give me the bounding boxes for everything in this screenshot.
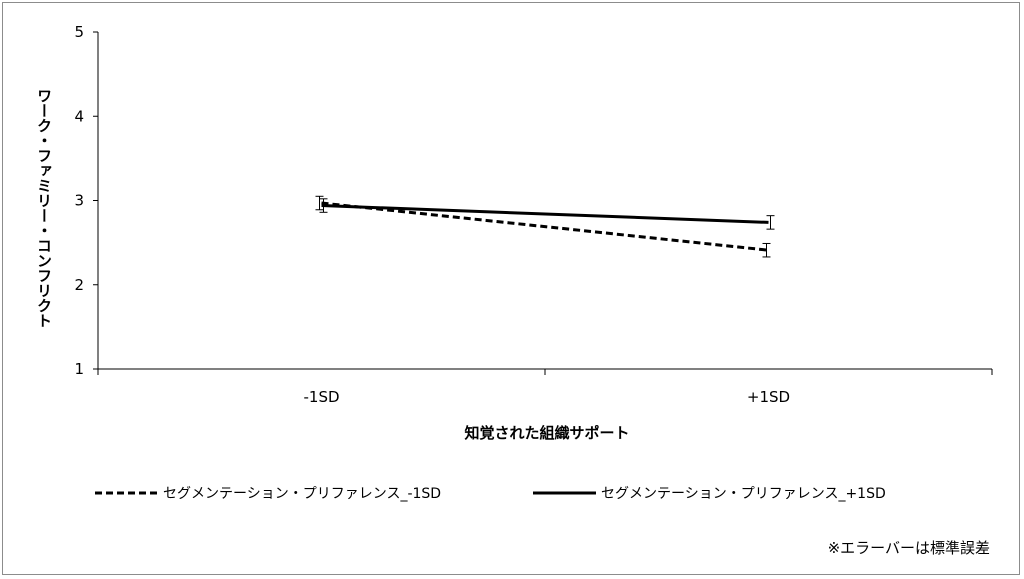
y-tick-label: 2 [74,276,84,294]
legend-label-series-2: セグメンテーション・プリファレンス_+1SD [601,486,886,502]
y-axis-title: ワーク・ファミリー・コンフリクト [35,88,53,328]
y-tick-label: 4 [74,107,84,125]
series-line-2 [321,204,769,224]
y-tick-label: 5 [74,23,84,41]
error-bar [319,198,328,213]
x-tick-label: -1SD [303,388,339,406]
legend: セグメンテーション・プリファレンス_-1SD セグメンテーション・プリファレンス… [95,486,886,502]
x-axis-title: 知覚された組織サポート [464,424,629,442]
x-tick-label: +1SD [747,388,790,406]
error-bar [762,242,771,258]
series-line-1 [321,201,769,252]
error-bar [766,215,775,230]
y-tick-label: 3 [74,192,84,210]
y-tick-label: 1 [74,360,84,378]
legend-label-series-1: セグメンテーション・プリファレンス_-1SD [163,486,441,502]
error-bar-note: ※エラーバーは標準誤差 [828,539,990,557]
